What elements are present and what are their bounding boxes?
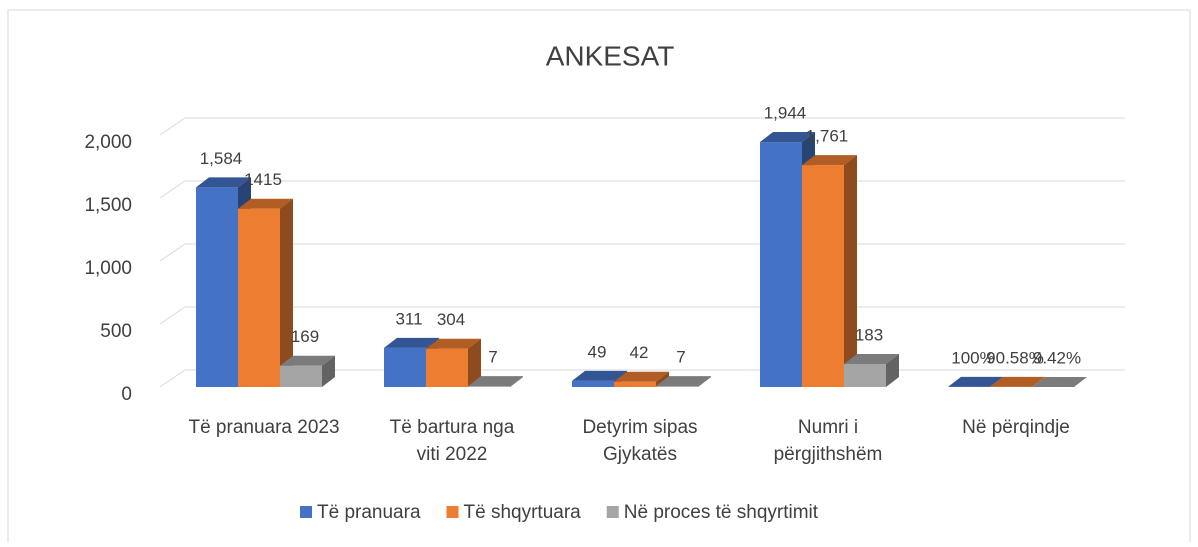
legend-label: Në proces të shqyrtimit	[624, 502, 819, 523]
data-label: 183	[855, 325, 883, 344]
legend-swatch	[607, 506, 619, 518]
bar-face	[426, 349, 468, 387]
y-tick-label: 0	[121, 384, 132, 405]
bar	[238, 199, 293, 387]
data-label: 1,761	[806, 127, 849, 146]
data-label: 311	[395, 309, 422, 328]
data-label: 1415	[244, 170, 282, 189]
bar-face	[572, 381, 614, 387]
data-label: 42	[630, 343, 649, 362]
data-label: 9.42%	[1033, 348, 1081, 367]
chart-frame	[8, 10, 1190, 542]
data-label: 7	[488, 348, 497, 367]
bar-face	[280, 366, 322, 387]
bar	[426, 339, 481, 387]
data-label: 1,944	[764, 104, 807, 123]
bar-face	[614, 382, 656, 387]
bar-face	[468, 386, 510, 387]
y-tick-label: 500	[100, 321, 132, 342]
data-label: 1,584	[200, 149, 243, 168]
data-label: 49	[588, 342, 607, 361]
bar-face	[844, 155, 857, 387]
data-label: 169	[291, 327, 319, 346]
bar-face	[196, 187, 238, 387]
y-tick-label: 2,000	[84, 132, 132, 153]
x-tick-label: Të pranuara 2023	[188, 417, 339, 438]
data-label: 7	[676, 348, 685, 367]
legend-swatch	[447, 506, 459, 518]
y-tick-label: 1,500	[84, 195, 132, 216]
bar-face	[844, 364, 886, 387]
data-label: 304	[437, 310, 465, 329]
bar	[280, 356, 335, 387]
bar	[844, 354, 899, 387]
bar-face	[238, 209, 280, 387]
bar-face	[802, 165, 844, 387]
legend-label: Të shqyrtuara	[464, 502, 582, 523]
bar-face	[656, 386, 698, 387]
bar	[802, 155, 857, 387]
legend-swatch	[300, 506, 312, 518]
legend-label: Të pranuara	[317, 502, 421, 523]
bar-face	[760, 142, 802, 387]
y-tick-label: 1,000	[84, 258, 132, 279]
chart-title: ANKESAT	[546, 40, 675, 71]
bar-face	[384, 348, 426, 387]
x-tick-label: Në përqindje	[962, 417, 1070, 438]
